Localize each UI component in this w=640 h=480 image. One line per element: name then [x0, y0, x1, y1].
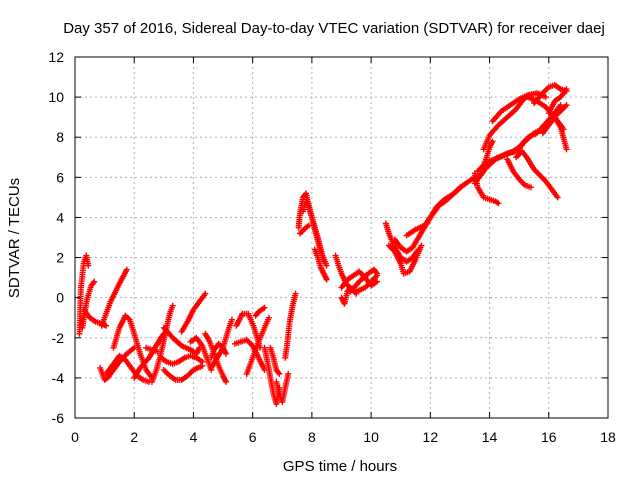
plus-markers — [160, 324, 203, 357]
y-axis-label: SDTVAR / TECUs — [6, 178, 23, 298]
plus-markers — [338, 268, 381, 291]
x-tick-label: 2 — [130, 429, 138, 445]
plus-markers — [516, 102, 564, 151]
plus-markers — [480, 92, 532, 153]
plus-markers — [300, 198, 327, 265]
series-s27 — [297, 222, 312, 237]
series-s18 — [208, 340, 230, 361]
series-s12 — [160, 362, 206, 383]
x-tick-label: 4 — [190, 429, 198, 445]
x-tick-label: 12 — [423, 429, 439, 445]
y-tick-label: 8 — [56, 129, 64, 145]
series-s09 — [143, 344, 161, 355]
series-s14 — [178, 290, 209, 335]
plus-markers — [471, 170, 502, 207]
x-axis-label: GPS time / hours — [283, 458, 397, 475]
series-s30 — [311, 246, 330, 283]
series-s21 — [243, 314, 272, 377]
plus-markers — [110, 312, 155, 381]
plot-frame — [74, 56, 609, 419]
series-s47 — [504, 156, 535, 191]
series-s29 — [300, 198, 327, 265]
plus-markers — [157, 352, 206, 367]
plus-markers — [143, 344, 161, 355]
series-s22 — [252, 304, 268, 319]
plus-markers — [513, 148, 561, 201]
x-tick-label: 18 — [600, 429, 616, 445]
x-tick-label: 0 — [71, 429, 79, 445]
series-s48 — [513, 148, 561, 201]
series-s32 — [338, 268, 381, 291]
plus-markers — [311, 246, 330, 283]
plus-markers — [252, 304, 268, 319]
series-s45 — [480, 138, 496, 169]
x-tick-label: 14 — [482, 429, 498, 445]
plus-markers — [297, 222, 312, 237]
y-tick-label: 12 — [48, 49, 64, 65]
tick-labels: 0 2 4 6 8 10 12 14 16 18 -6 -4 -2 0 2 4 6 8 10 12 — [48, 49, 616, 445]
series-s07 — [110, 312, 155, 381]
series-s05 — [97, 344, 138, 383]
y-tick-label: -4 — [52, 370, 65, 386]
plus-markers — [160, 362, 206, 383]
axes — [74, 56, 609, 419]
x-tick-label: 16 — [541, 429, 557, 445]
series-s41 — [471, 170, 502, 207]
y-tick-label: 10 — [48, 89, 64, 105]
data-points — [76, 82, 570, 407]
y-tick-label: 6 — [56, 169, 64, 185]
plus-markers — [545, 86, 570, 117]
plus-markers — [531, 82, 570, 107]
series-s10 — [149, 302, 176, 385]
plus-markers — [347, 266, 381, 295]
series-s44 — [480, 92, 532, 153]
series-s24 — [267, 344, 283, 377]
plus-markers — [273, 370, 292, 405]
y-tick-label: 0 — [56, 290, 64, 306]
y-tick-label: 4 — [56, 209, 64, 225]
series-s34 — [347, 266, 381, 295]
plus-markers — [539, 114, 570, 153]
plus-markers — [480, 138, 496, 169]
plus-markers — [208, 340, 230, 361]
plus-markers — [149, 302, 176, 385]
chart-title: Day 357 of 2016, Sidereal Day-to-day VTE… — [63, 20, 605, 37]
series-s25 — [273, 370, 292, 405]
series-s11 — [157, 352, 206, 367]
series-s49 — [516, 102, 564, 151]
plus-markers — [98, 266, 130, 329]
series-s26 — [282, 290, 299, 361]
plus-markers — [504, 156, 535, 191]
series-s52 — [531, 82, 570, 107]
y-tick-label: -6 — [52, 410, 65, 426]
plus-markers — [178, 290, 209, 335]
x-tick-label: 6 — [249, 429, 257, 445]
plus-markers — [267, 344, 283, 377]
y-tick-label: 2 — [56, 250, 64, 266]
plus-markers — [97, 344, 138, 383]
series-s04 — [98, 266, 130, 329]
plus-markers — [243, 314, 272, 377]
y-tick-label: -2 — [52, 330, 65, 346]
series-s36 — [385, 242, 425, 277]
series-s53 — [539, 114, 570, 153]
series-s54 — [545, 86, 570, 117]
grid-lines — [75, 57, 608, 418]
plus-markers — [385, 242, 425, 277]
x-tick-label: 10 — [363, 429, 379, 445]
plus-markers — [282, 290, 299, 361]
x-tick-label: 8 — [308, 429, 316, 445]
series-s13 — [160, 324, 203, 357]
